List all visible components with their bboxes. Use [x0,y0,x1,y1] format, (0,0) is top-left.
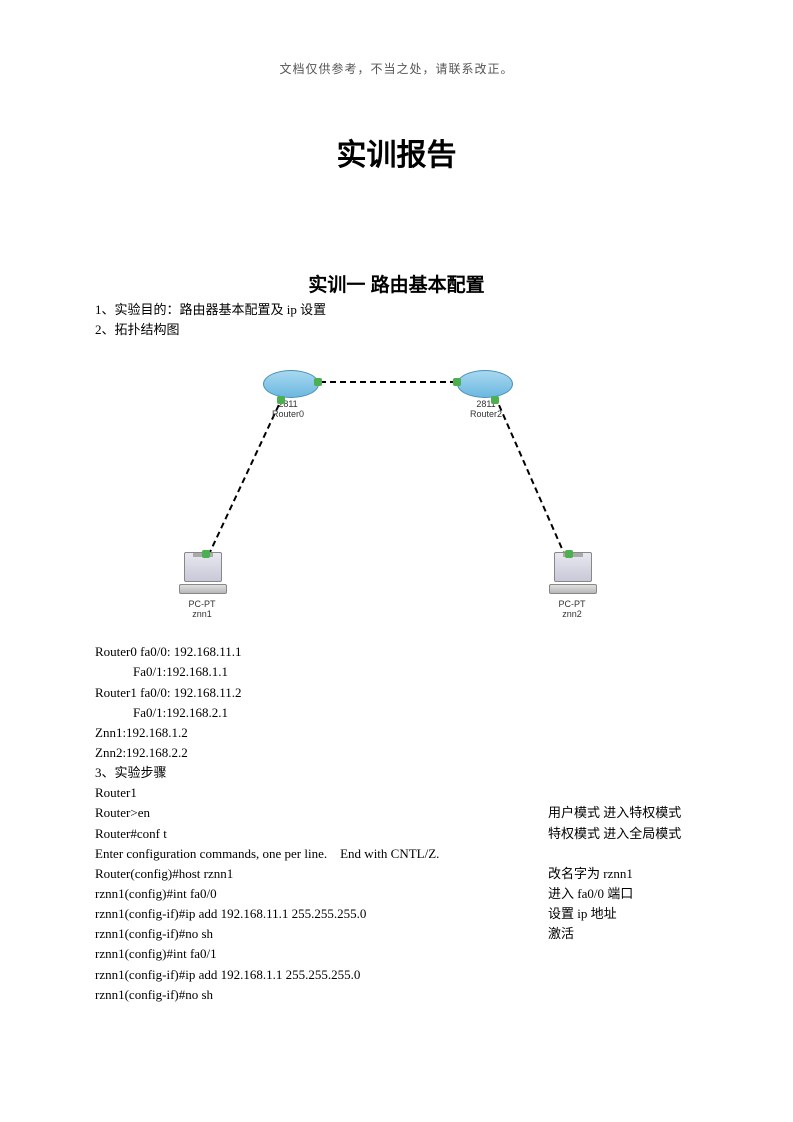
step-cmd: Enter configuration commands, one per li… [95,844,439,864]
step-cmd: rznn1(config)#int fa0/1 [95,944,217,964]
steps-header: 3、实验步骤 [95,763,698,783]
pc1-name: znn2 [562,609,582,619]
step-row: Router>en 用户模式 进入特权模式 [95,803,698,823]
step-row: Router(config)#host rznn1 改名字为 rznn1 [95,864,698,884]
link-dot-icon [277,396,285,404]
step-row: Enter configuration commands, one per li… [95,844,698,864]
step-comment: 激活 [548,924,698,944]
intro-line-1: 1、实验目的：路由器基本配置及 ip 设置 [95,300,698,320]
step-cmd: rznn1(config-if)#ip add 192.168.11.1 255… [95,904,366,924]
step-comment: 改名字为 rznn1 [548,864,698,884]
header-note: 文档仅供参考，不当之处，请联系改正。 [0,60,793,77]
topology-diagram: 2811 Router0 2811 Router2 PC-PT znn1 PC-… [95,352,698,627]
step-row: rznn1(config-if)#ip add 192.168.1.1 255.… [95,965,698,985]
link-dot-icon [453,378,461,386]
pc1-icon [547,552,599,596]
step-row: rznn1(config)#int fa0/0 进入 fa0/0 端口 [95,884,698,904]
page-title: 实训报告 [0,130,793,174]
intro-line-2: 2、拓扑结构图 [95,320,698,340]
step-cmd: rznn1(config-if)#no sh [95,924,213,944]
addr-znn1: Znn1:192.168.1.2 [95,723,698,743]
router1-name: Router2 [470,409,502,419]
step-comment: 用户模式 进入特权模式 [548,803,698,823]
pc1-label: PC-PT znn2 [537,600,607,620]
router0-name: Router0 [272,409,304,419]
step-comment [548,944,698,964]
pc0-type: PC-PT [189,599,216,609]
step-comment [548,965,698,985]
pc0-label: PC-PT znn1 [167,600,237,620]
step-comment: 进入 fa0/0 端口 [548,884,698,904]
steps-list: Router>en 用户模式 进入特权模式 Router#conf t 特权模式… [95,803,698,1004]
pc1-type: PC-PT [559,599,586,609]
step-comment: 设置 ip 地址 [548,904,698,924]
step-cmd: rznn1(config)#int fa0/0 [95,884,217,904]
step-comment: 特权模式 进入全局模式 [548,824,698,844]
addr-r1-fa00: Router1 fa0/0: 192.168.11.2 [95,683,698,703]
link-dot-icon [491,396,499,404]
step-cmd: Router>en [95,803,150,823]
step-row: rznn1(config-if)#no sh [95,985,698,1005]
step-row: rznn1(config)#int fa0/1 [95,944,698,964]
step-cmd: rznn1(config-if)#no sh [95,985,213,1005]
pc0-name: znn1 [192,609,212,619]
step-cmd: Router(config)#host rznn1 [95,864,233,884]
step-comment [548,985,698,1005]
content-body: 1、实验目的：路由器基本配置及 ip 设置 2、拓扑结构图 2811 Route… [95,300,698,1005]
step-row: Router#conf t 特权模式 进入全局模式 [95,824,698,844]
step-cmd: rznn1(config-if)#ip add 192.168.1.1 255.… [95,965,360,985]
link-dot-icon [314,378,322,386]
router0-label: 2811 Router0 [253,400,323,420]
addr-r1-fa01: Fa0/1:192.168.2.1 [95,703,698,723]
addr-r0-fa01: Fa0/1:192.168.1.1 [95,662,698,682]
step-row: rznn1(config-if)#no sh 激活 [95,924,698,944]
addr-znn2: Znn2:192.168.2.2 [95,743,698,763]
link-dot-icon [565,550,573,558]
link-dot-icon [202,550,210,558]
address-block: Router0 fa0/0: 192.168.11.1 Fa0/1:192.16… [95,642,698,763]
step-cmd: Router#conf t [95,824,167,844]
steps-router: Router1 [95,783,698,803]
addr-r0-fa00: Router0 fa0/0: 192.168.11.1 [95,642,698,662]
step-comment [548,844,698,864]
step-row: rznn1(config-if)#ip add 192.168.11.1 255… [95,904,698,924]
pc0-icon [177,552,229,596]
section-title: 实训一 路由基本配置 [0,270,793,297]
router1-label: 2811 Router2 [451,400,521,420]
